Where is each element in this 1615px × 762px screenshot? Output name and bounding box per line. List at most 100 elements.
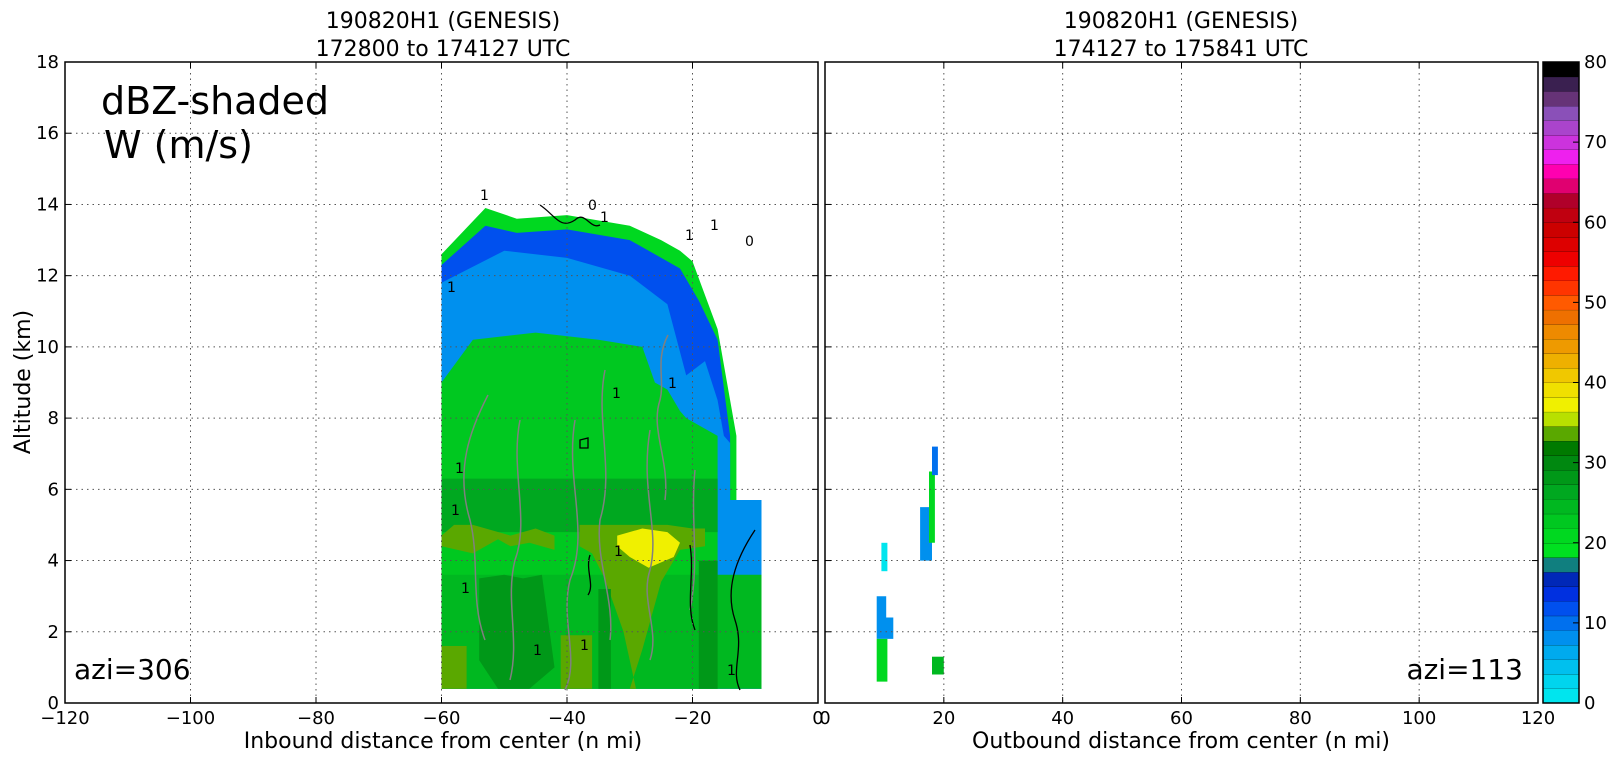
colorbar-swatch (1543, 222, 1579, 238)
colorbar-swatch (1543, 426, 1579, 442)
colorbar-swatch (1543, 324, 1579, 340)
dbz-region (617, 528, 680, 568)
w-contour-gray (598, 369, 612, 641)
dbz-region (881, 542, 888, 572)
colorbar-swatch (1543, 120, 1579, 136)
dbz-region (723, 500, 762, 533)
colorbar-swatch (1543, 571, 1579, 587)
y-tick-label: 18 (36, 52, 59, 73)
y-tick-label: 10 (36, 337, 59, 358)
left-w-contours (463, 204, 756, 691)
x-tick-label: −40 (548, 708, 586, 729)
colorbar-swatch (1543, 382, 1579, 398)
contour-label: 1 (480, 188, 489, 204)
w-contour-gray (656, 334, 669, 501)
colorbar-swatch (1543, 251, 1579, 267)
contour-label: 1 (461, 581, 470, 597)
w-contour-black (587, 554, 592, 596)
right-x-axis-label: Outbound distance from center (n mi) (972, 729, 1390, 754)
dbz-region (598, 589, 611, 689)
left-grid (65, 62, 818, 703)
contour-label: 0 (745, 234, 754, 250)
y-tick-label: 14 (36, 194, 59, 215)
colorbar-swatch (1543, 528, 1579, 544)
contour-label: 1 (685, 228, 694, 244)
colorbar-swatch (1543, 397, 1579, 412)
colorbar-swatch (1543, 178, 1579, 194)
contour-label: 0 (588, 198, 597, 214)
y-tick-label: 2 (48, 622, 59, 643)
annotation-w: W (m/s) (104, 123, 253, 167)
dbz-region (441, 478, 718, 533)
x-tick-label: −120 (40, 708, 89, 729)
x-tick-label: 100 (1402, 708, 1436, 729)
colorbar-swatch (1543, 149, 1579, 165)
colorbar-swatch (1543, 193, 1579, 208)
w-contour-black (689, 544, 696, 631)
colorbar-swatch (1543, 91, 1579, 107)
colorbar-swatch (1543, 163, 1579, 179)
dbz-region (876, 596, 894, 639)
dbz-region (441, 646, 467, 689)
x-tick-label: 60 (1170, 708, 1193, 729)
colorbar-swatch (1543, 309, 1579, 325)
contour-label: 1 (612, 386, 621, 402)
right-ticks: 0 20 40 60 80 100 120 (819, 61, 1555, 729)
contour-label: 1 (533, 643, 542, 659)
colorbar-tick-label: 30 (1584, 453, 1607, 474)
colorbar-swatch (1543, 557, 1579, 573)
colorbar-swatch (1543, 499, 1579, 514)
colorbar-tick-label: 20 (1584, 533, 1607, 554)
colorbar-swatch (1543, 207, 1579, 223)
colorbar-swatch (1543, 295, 1579, 310)
right-title-line1: 190820H1 (GENESIS) (1064, 9, 1298, 34)
left-azimuth-label: azi=306 (74, 653, 191, 686)
w-contour-gray (689, 469, 696, 611)
colorbar-tick-label: 80 (1584, 52, 1607, 73)
colorbar-swatch (1543, 338, 1579, 354)
colorbar-tick-label: 40 (1584, 373, 1607, 394)
colorbar-swatch (1543, 76, 1579, 92)
w-contour-gray (463, 394, 489, 641)
w-contour-black (579, 437, 589, 449)
right-azimuth-label: azi=113 (1406, 653, 1523, 686)
annotation-dbz-shaded: dBZ-shaded (101, 79, 329, 123)
contour-label: 1 (580, 638, 589, 654)
dbz-region (441, 524, 555, 554)
w-contour-gray (646, 429, 654, 661)
colorbar-swatch (1543, 659, 1579, 675)
colorbar-swatch (1543, 265, 1579, 281)
colorbar-swatch (1543, 688, 1579, 704)
w-contour-gray (509, 419, 522, 681)
colorbar-swatch (1543, 644, 1579, 660)
left-title-line1: 190820H1 (GENESIS) (326, 9, 560, 34)
y-axis-label: Altitude (km) (11, 310, 36, 454)
colorbar-tick-label: 60 (1584, 212, 1607, 233)
colorbar-tick-label: 50 (1584, 292, 1607, 313)
colorbar-swatch (1543, 134, 1579, 150)
colorbar-swatch (1543, 280, 1579, 296)
y-tick-label: 8 (48, 408, 59, 429)
colorbar-swatch (1543, 484, 1579, 500)
w-contour-black (730, 529, 756, 691)
y-tick-label: 6 (48, 479, 59, 500)
colorbar-swatch (1543, 62, 1579, 77)
colorbar-swatch (1543, 440, 1579, 456)
contour-label: 1 (710, 218, 719, 234)
colorbar-swatch (1543, 615, 1579, 631)
colorbar-swatch (1543, 353, 1579, 369)
contour-label: 1 (614, 544, 623, 560)
right-grid (825, 62, 1538, 703)
left-contour-labels: 1 1 1 1 1 1 1 1 1 1 1 1 1 1 0 0 (447, 188, 754, 679)
dbz-region (932, 656, 944, 675)
colorbar-swatch (1543, 455, 1579, 471)
y-tick-label: 16 (36, 123, 59, 144)
x-tick-label: 120 (1521, 708, 1555, 729)
colorbar-swatch (1543, 513, 1579, 529)
x-tick-label: 20 (932, 708, 955, 729)
y-tick-label: 0 (48, 693, 59, 714)
colorbar-tick-label: 0 (1584, 693, 1595, 714)
colorbar-swatch (1543, 411, 1579, 427)
